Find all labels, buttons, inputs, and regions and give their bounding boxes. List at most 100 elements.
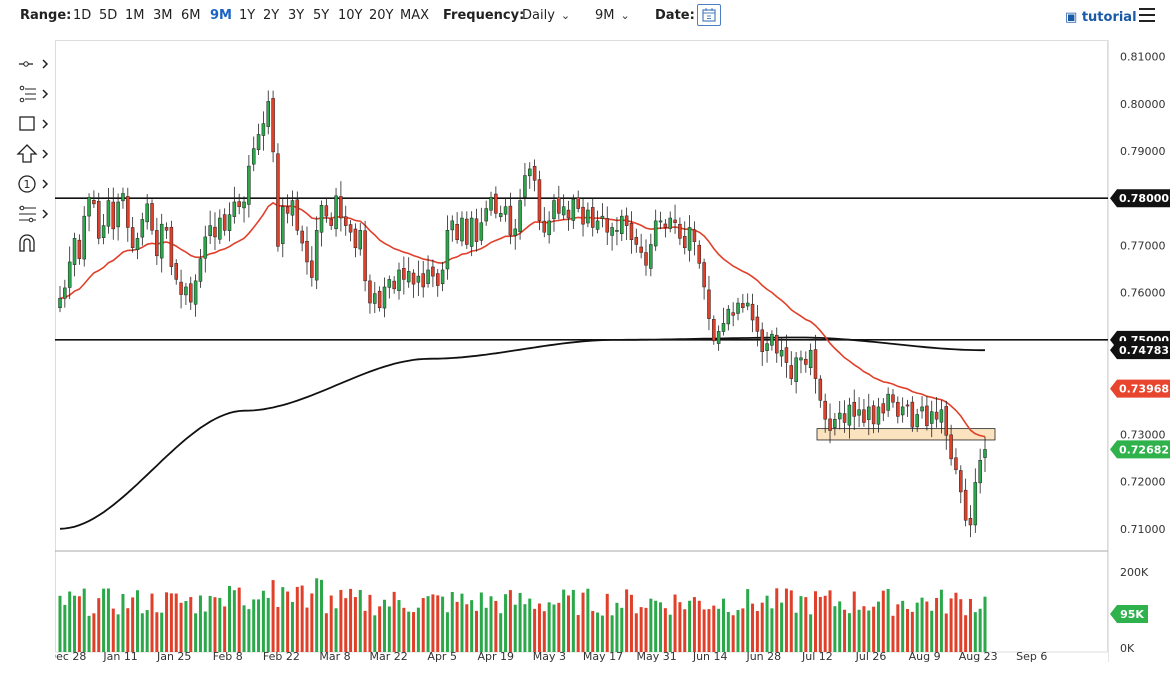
volume-bar[interactable] xyxy=(465,604,469,652)
volume-bar[interactable] xyxy=(131,597,135,652)
candle[interactable] xyxy=(920,396,924,419)
candle[interactable] xyxy=(896,396,900,424)
candle[interactable] xyxy=(116,193,120,241)
volume-bar[interactable] xyxy=(939,589,943,652)
candle[interactable] xyxy=(426,255,430,288)
volume-bar[interactable] xyxy=(373,615,377,652)
candle[interactable] xyxy=(203,225,208,273)
candle[interactable] xyxy=(121,187,125,209)
candle[interactable] xyxy=(808,343,813,376)
volume-bar[interactable] xyxy=(620,607,624,652)
candle[interactable] xyxy=(532,159,537,192)
candle[interactable] xyxy=(881,398,886,422)
volume-bar[interactable] xyxy=(683,609,687,652)
volume-bar[interactable] xyxy=(949,598,953,652)
volume-bar[interactable] xyxy=(688,600,692,652)
candle[interactable] xyxy=(92,190,96,209)
volume-bar[interactable] xyxy=(659,602,663,652)
volume-bar[interactable] xyxy=(169,593,173,652)
candle[interactable] xyxy=(402,256,406,295)
volume-bar[interactable] xyxy=(906,609,910,652)
volume-bar[interactable] xyxy=(445,612,449,652)
candle[interactable] xyxy=(605,206,610,246)
candle[interactable] xyxy=(348,220,353,242)
candle[interactable] xyxy=(542,207,547,238)
volume-bar[interactable] xyxy=(334,608,338,652)
range-button-5d[interactable]: 5D xyxy=(99,8,118,23)
candle[interactable] xyxy=(736,297,740,321)
candle[interactable] xyxy=(978,448,982,494)
candle[interactable] xyxy=(726,305,731,331)
volume-bar[interactable] xyxy=(474,610,478,652)
volume-bar[interactable] xyxy=(901,600,905,652)
candle[interactable] xyxy=(397,262,401,300)
volume-bar[interactable] xyxy=(460,593,464,652)
candle[interactable] xyxy=(837,400,842,430)
candle[interactable] xyxy=(179,269,183,309)
volume-bar[interactable] xyxy=(382,599,386,652)
volume-bar[interactable] xyxy=(455,601,459,652)
volume-bar[interactable] xyxy=(290,601,294,652)
candle[interactable] xyxy=(644,239,648,276)
candle[interactable] xyxy=(557,185,561,220)
candle[interactable] xyxy=(867,393,871,436)
volume-bar[interactable] xyxy=(567,595,571,652)
candle[interactable] xyxy=(382,277,387,318)
candle[interactable] xyxy=(445,215,450,280)
volume-bar[interactable] xyxy=(407,611,411,652)
volume-bar[interactable] xyxy=(412,612,416,652)
candle[interactable] xyxy=(731,302,735,327)
candle[interactable] xyxy=(775,327,779,363)
volume-bar[interactable] xyxy=(644,607,648,652)
candle[interactable] xyxy=(518,188,522,240)
range-button-10y[interactable]: 10Y xyxy=(338,8,363,23)
volume-bar[interactable] xyxy=(484,607,488,652)
candle[interactable] xyxy=(67,246,72,300)
volume-bar[interactable] xyxy=(702,609,706,652)
volume-bar[interactable] xyxy=(504,594,508,652)
candle[interactable] xyxy=(232,186,237,224)
volume-bar[interactable] xyxy=(625,589,629,652)
volume-bar[interactable] xyxy=(92,613,96,652)
candle[interactable] xyxy=(629,211,634,254)
candle[interactable] xyxy=(358,222,363,256)
candle[interactable] xyxy=(159,213,164,273)
volume-bar[interactable] xyxy=(581,592,585,652)
candle[interactable] xyxy=(745,293,750,311)
candle[interactable] xyxy=(251,136,256,172)
volume-bar[interactable] xyxy=(305,607,309,652)
candle[interactable] xyxy=(164,222,169,239)
candle[interactable] xyxy=(494,186,498,219)
volume-bar[interactable] xyxy=(789,590,793,652)
volume-bar[interactable] xyxy=(116,614,120,652)
volume-bar[interactable] xyxy=(397,600,401,652)
candle[interactable] xyxy=(765,332,769,363)
candle[interactable] xyxy=(72,232,77,277)
volume-bar[interactable] xyxy=(959,599,963,652)
candle[interactable] xyxy=(595,210,600,234)
volume-bar[interactable] xyxy=(784,588,788,652)
candle[interactable] xyxy=(687,215,692,262)
volume-bar[interactable] xyxy=(780,602,784,652)
candle[interactable] xyxy=(537,170,542,231)
volume-bar[interactable] xyxy=(978,608,982,652)
candle[interactable] xyxy=(871,400,876,434)
candle[interactable] xyxy=(842,400,847,433)
volume-bar[interactable] xyxy=(140,613,144,652)
volume-bar[interactable] xyxy=(102,588,106,652)
volume-bar[interactable] xyxy=(228,585,232,652)
candle[interactable] xyxy=(649,233,653,277)
candle[interactable] xyxy=(498,205,503,222)
candle[interactable] xyxy=(900,397,905,423)
range-button-3m[interactable]: 3M xyxy=(153,8,173,23)
volume-bar[interactable] xyxy=(770,608,774,652)
candle[interactable] xyxy=(174,259,178,285)
volume-bar[interactable] xyxy=(838,601,842,652)
candle[interactable] xyxy=(847,397,852,439)
volume-bar[interactable] xyxy=(218,597,222,652)
candle[interactable] xyxy=(281,198,285,258)
volume-bar[interactable] xyxy=(600,615,604,652)
volume-bar[interactable] xyxy=(973,612,977,652)
volume-bar[interactable] xyxy=(935,597,939,652)
volume-bar[interactable] xyxy=(97,598,101,652)
